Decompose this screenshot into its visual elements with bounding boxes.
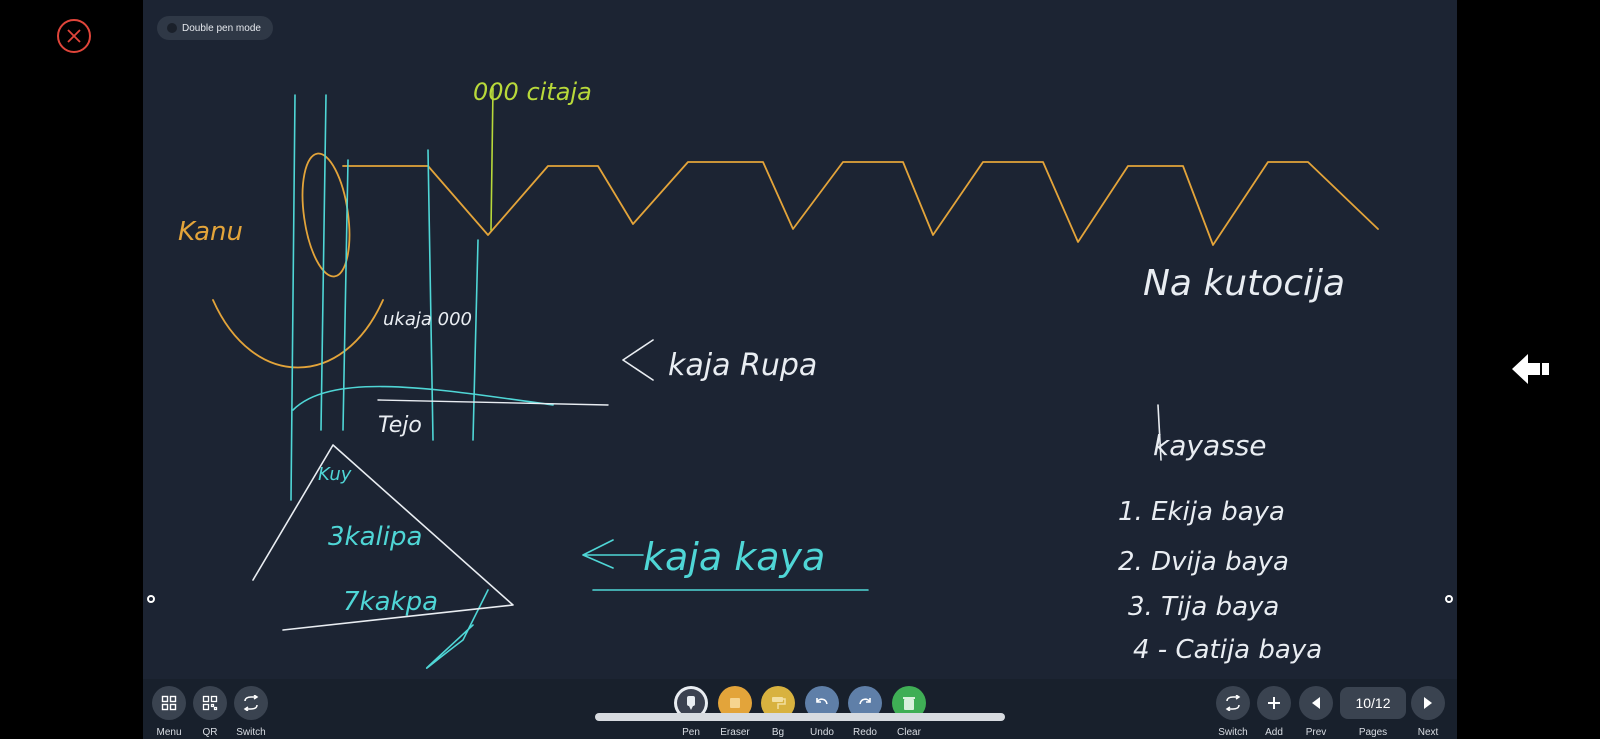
page-indicator[interactable]: 10/12	[1340, 687, 1406, 719]
undo-icon	[816, 698, 828, 705]
prev-label: Prev	[1305, 727, 1327, 738]
note-3kalipa: 3kalipa	[328, 522, 422, 552]
eraser-icon	[730, 698, 740, 708]
bg-label: Bg	[771, 727, 785, 738]
redo-label: Redo	[853, 727, 877, 738]
list-item-3: 3. Tija baya	[1128, 592, 1279, 622]
next-label: Next	[1417, 727, 1439, 738]
trash-icon	[903, 697, 915, 710]
switch-icon	[243, 695, 259, 711]
note-na-kutocija: Na kutocija	[1143, 263, 1345, 304]
double-pen-mode-toggle[interactable]: Double pen mode	[157, 16, 273, 40]
list-item-2: 2. Dvija baya	[1118, 547, 1289, 577]
whiteboard-canvas[interactable]: Double pen mode 000 citaj	[143, 0, 1457, 739]
add-label: Add	[1265, 727, 1283, 738]
plus-icon	[1268, 697, 1280, 709]
switch-label-right: Switch	[1218, 727, 1248, 738]
toggle-dot	[167, 23, 177, 33]
grid-icon	[161, 695, 177, 711]
collapse-arrow-button[interactable]	[1510, 352, 1552, 391]
clear-label: Clear	[897, 727, 921, 738]
right-edge-handle[interactable]	[1445, 595, 1453, 603]
note-ukaja: ukaja 000	[383, 309, 472, 330]
double-pen-mode-label: Double pen mode	[182, 22, 261, 34]
prev-page-button[interactable]	[1299, 686, 1333, 720]
pen-icon	[687, 696, 695, 710]
paint-roller-icon	[772, 697, 786, 709]
bottom-toolbar: Menu QR Switch Pen Eraser Bg Undo Redo C…	[143, 679, 1457, 739]
arrow-left-icon	[1512, 354, 1549, 384]
next-page-button[interactable]	[1411, 686, 1445, 720]
switch-label-left: Switch	[236, 727, 266, 738]
prev-icon	[1312, 697, 1320, 709]
note-tejo: Tejo	[378, 413, 422, 438]
note-kuy: Kuy	[318, 464, 352, 485]
redo-icon	[859, 698, 871, 705]
qr-icon	[202, 695, 218, 711]
pages-label: Pages	[1358, 727, 1388, 738]
eraser-label: Eraser	[720, 727, 750, 738]
close-icon	[67, 29, 81, 43]
switch-icon	[1225, 695, 1241, 711]
close-button[interactable]	[57, 19, 91, 53]
pen-label: Pen	[682, 727, 700, 738]
qr-label: QR	[202, 727, 218, 738]
left-edge-handle[interactable]	[147, 595, 155, 603]
note-kaja-rupa: kaja Rupa	[668, 348, 817, 383]
add-page-button[interactable]	[1257, 686, 1291, 720]
handwriting-layer: 000 citaja Kanu Na kutocija ukaja 000 Te…	[178, 78, 1379, 669]
switch-button-right[interactable]	[1216, 686, 1250, 720]
undo-label: Undo	[810, 727, 834, 738]
menu-button[interactable]	[152, 686, 186, 720]
note-kanu: Kanu	[178, 217, 243, 247]
switch-button-left[interactable]	[234, 686, 268, 720]
note-7kakpa: 7kakpa	[343, 587, 438, 617]
note-kaja-kaya: kaja kaya	[643, 535, 825, 579]
list-item-4: 4 - Catija baya	[1133, 635, 1322, 665]
next-icon	[1424, 697, 1432, 709]
horizontal-scrollbar[interactable]	[595, 713, 1005, 721]
list-item-1: 1. Ekija baya	[1118, 497, 1285, 527]
note-citaja: 000 citaja	[473, 78, 592, 106]
qr-button[interactable]	[193, 686, 227, 720]
note-kayasse: kayasse	[1153, 429, 1267, 462]
menu-label: Menu	[156, 727, 182, 738]
